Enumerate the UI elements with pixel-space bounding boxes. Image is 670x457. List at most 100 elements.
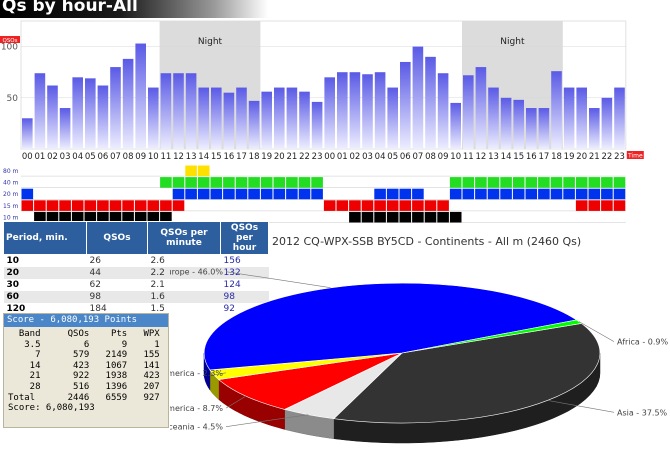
hour-tick-label: 14 bbox=[198, 152, 209, 162]
hour-bar bbox=[223, 92, 235, 149]
score-header: Score - 6,080,193 Points bbox=[4, 314, 168, 327]
band-cell bbox=[525, 177, 538, 188]
hour-tick-label: 12 bbox=[173, 152, 184, 162]
hour-tick-label: 02 bbox=[349, 152, 360, 162]
band-cell bbox=[613, 200, 626, 211]
band-cell bbox=[160, 200, 172, 211]
band-cell bbox=[424, 200, 437, 211]
hour-tick-label: 06 bbox=[97, 152, 108, 162]
band-cell bbox=[197, 188, 210, 200]
band-cell bbox=[575, 177, 588, 188]
band-cell bbox=[273, 177, 286, 188]
hour-tick-label: 17 bbox=[236, 152, 247, 162]
band-cell bbox=[399, 188, 412, 200]
hour-bar bbox=[563, 87, 575, 149]
band-cell bbox=[500, 188, 512, 200]
hour-bar bbox=[185, 73, 197, 149]
hour-bar bbox=[311, 101, 323, 149]
cell-qsos: 44 bbox=[86, 267, 148, 279]
table-row: 20 44 2.2 132 bbox=[3, 267, 269, 279]
hour-tick-label: 00 bbox=[324, 152, 335, 162]
continents-pie-chart: Asia - 37.5% Oceania - 4.5% North America … bbox=[170, 268, 669, 444]
band-label: 40 m bbox=[3, 180, 19, 187]
cell-qsos: 98 bbox=[86, 291, 148, 303]
table-row: 10 26 2.6 156 bbox=[4, 255, 269, 268]
hour-bar bbox=[425, 56, 436, 150]
score-line: 7 579 2149 155 bbox=[8, 350, 160, 361]
band-cell bbox=[500, 177, 512, 188]
hour-tick-label: 21 bbox=[589, 152, 600, 162]
score-line: Band QSOs Pts WPX bbox=[8, 329, 160, 339]
hour-bar bbox=[538, 108, 550, 149]
hour-tick-label: 22 bbox=[601, 152, 612, 162]
cell-per-hour: 124 bbox=[223, 280, 241, 290]
band-cell bbox=[147, 200, 160, 211]
hour-tick-label: 09 bbox=[438, 152, 449, 162]
band-cell bbox=[172, 188, 185, 200]
band-cell bbox=[311, 177, 323, 188]
hour-tick-label: 05 bbox=[85, 152, 96, 162]
hour-tick-label: 13 bbox=[186, 152, 197, 162]
hour-bar bbox=[500, 97, 512, 149]
band-cell bbox=[59, 211, 71, 223]
cell-per-minute: 2.6 bbox=[150, 256, 165, 266]
y-tick-label: 50 bbox=[7, 94, 19, 104]
cell-per-minute: 1.5 bbox=[150, 304, 165, 314]
hour-bar bbox=[72, 77, 83, 149]
band-cell bbox=[298, 188, 311, 200]
pie-leader-line bbox=[225, 271, 331, 288]
hour-tick-label: 20 bbox=[274, 152, 285, 162]
pie-slice bbox=[401, 319, 583, 354]
band-cell bbox=[21, 200, 34, 211]
band-cell bbox=[109, 211, 122, 223]
hour-tick-label: 11 bbox=[463, 152, 474, 162]
y-tick-label: 100 bbox=[1, 43, 18, 53]
score-table: Band QSOs Pts WPX 3.5 6 9 1 7 579 2149 1… bbox=[4, 327, 168, 414]
score-line: Total 2446 6559 927 bbox=[8, 392, 160, 403]
cell-per-hour: 98 bbox=[220, 291, 269, 303]
hour-bar bbox=[412, 46, 424, 149]
band-cell bbox=[475, 177, 487, 188]
band-cell bbox=[601, 188, 613, 200]
band-cell bbox=[323, 200, 336, 211]
band-cell bbox=[185, 188, 197, 200]
band-cell bbox=[538, 177, 550, 188]
band-cell bbox=[550, 177, 563, 188]
period-table: Period, min. QSOs QSOs per minute QSOs p… bbox=[3, 221, 269, 315]
band-cell bbox=[235, 188, 248, 200]
pie-slice-label: Africa - 0.9% bbox=[617, 338, 669, 347]
hour-bar bbox=[148, 87, 159, 149]
band-cell bbox=[361, 200, 374, 211]
y-unit-label: QSOs bbox=[2, 38, 17, 44]
band-cell bbox=[160, 177, 172, 188]
band-cell bbox=[260, 188, 273, 200]
hour-bar bbox=[47, 85, 58, 149]
cell-per-hour: 92 bbox=[223, 304, 235, 314]
cell-per-minute: 2.2 bbox=[147, 267, 221, 279]
pie-slice-label: Europe - 46.0% bbox=[170, 268, 223, 277]
band-cell bbox=[424, 211, 437, 223]
hour-tick-label: 20 bbox=[576, 152, 587, 162]
band-cell bbox=[223, 188, 235, 200]
band-cell bbox=[374, 188, 386, 200]
band-cell bbox=[109, 200, 122, 211]
cell-per-minute: 1.6 bbox=[147, 291, 221, 303]
band-cell bbox=[260, 177, 273, 188]
band-cell bbox=[185, 177, 197, 188]
header-qsos-per-hour: QSOs per hour bbox=[220, 221, 269, 255]
band-cell bbox=[349, 200, 361, 211]
band-cell bbox=[46, 200, 59, 211]
band-cell bbox=[134, 211, 147, 223]
band-cell bbox=[134, 200, 147, 211]
hour-tick-label: 17 bbox=[538, 152, 549, 162]
band-cell bbox=[550, 188, 563, 200]
hour-bar bbox=[324, 77, 335, 149]
band-cell bbox=[386, 188, 399, 200]
hour-bar bbox=[614, 87, 625, 149]
score-line: 14 423 1067 141 bbox=[8, 360, 160, 371]
band-cell bbox=[84, 200, 97, 211]
band-cell bbox=[399, 200, 412, 211]
pie-leader-line bbox=[225, 395, 247, 409]
band-cell bbox=[185, 165, 197, 177]
